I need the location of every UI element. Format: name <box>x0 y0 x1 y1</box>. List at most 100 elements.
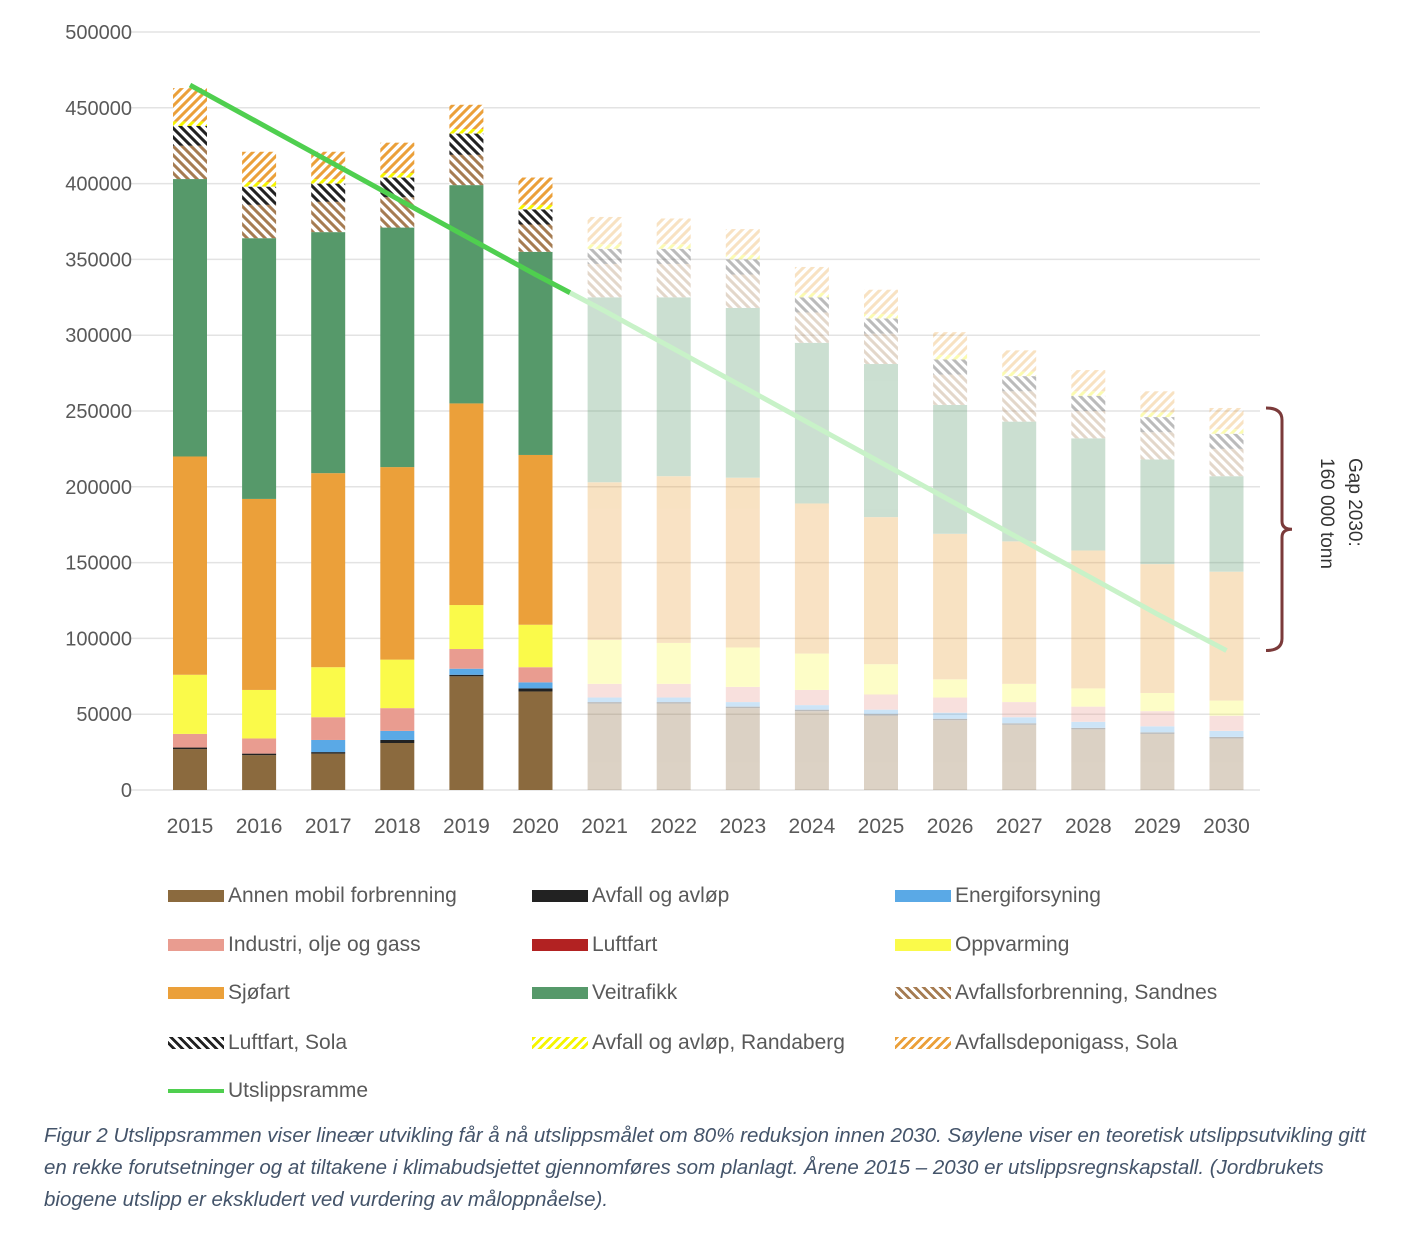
bar-segment <box>242 498 277 690</box>
bar-segment <box>1002 702 1037 718</box>
bar-segment <box>380 467 415 660</box>
bar-segment <box>311 753 346 790</box>
bar-segment <box>1140 692 1175 712</box>
x-tick-label: 2017 <box>305 815 352 838</box>
y-tick-label: 450000 <box>65 98 132 120</box>
bar-segment <box>173 145 207 180</box>
bar-segment <box>656 702 691 704</box>
legend-item: Avfallsforbrenning, Sandnes <box>895 981 1217 1005</box>
legend-swatch-icon <box>168 987 224 999</box>
legend-item: Oppvarming <box>895 933 1069 957</box>
bar-segment <box>725 708 760 790</box>
x-tick-label: 2021 <box>581 815 628 838</box>
bar-segment <box>864 517 898 665</box>
bar-segment <box>1071 391 1106 396</box>
bar-segment <box>1002 421 1037 542</box>
bar-segment <box>725 259 760 275</box>
bar-segment <box>1071 706 1106 722</box>
bar-segment <box>518 204 553 210</box>
bar-segment <box>380 739 415 744</box>
bar-segment <box>518 224 553 252</box>
bar-segment <box>933 404 968 534</box>
legend-label: Utslippsramme <box>228 1079 369 1102</box>
bar-segment <box>173 179 207 457</box>
bar-segment <box>864 318 898 334</box>
bar-segment <box>933 533 968 680</box>
bar-segment <box>933 354 968 360</box>
legend-label: Luftfart, Sola <box>228 1031 348 1054</box>
bar-segment <box>1002 371 1037 377</box>
legend-item: Avfall og avløp <box>532 884 729 908</box>
bar-segment <box>518 682 553 689</box>
bar-segment <box>1071 727 1106 730</box>
x-tick-label: 2020 <box>512 815 559 838</box>
bar-segment <box>1140 732 1175 734</box>
bar-segment <box>173 125 207 146</box>
legend-item: Industri, olje og gass <box>168 933 421 957</box>
legend-swatch-icon <box>168 1037 224 1049</box>
legend-label: Avfallsdeponigass, Sola <box>955 1031 1178 1054</box>
bar-segment <box>449 104 484 130</box>
bar-2015 <box>173 88 207 790</box>
x-tick-label: 2028 <box>1065 815 1112 838</box>
legend-swatch-icon <box>532 987 588 999</box>
gap-bracket <box>1265 406 1293 653</box>
legend-label: Avfallsforbrenning, Sandnes <box>955 981 1218 1004</box>
bar-segment <box>725 274 760 308</box>
x-tick-label: 2024 <box>789 815 836 838</box>
bar-segment <box>933 679 968 698</box>
x-tick-label: 2016 <box>236 815 283 838</box>
y-tick-label: 400000 <box>65 174 132 196</box>
bar-segment <box>449 185 484 404</box>
bar-segment <box>1002 350 1037 372</box>
y-tick-label: 100000 <box>65 628 132 650</box>
legend-swatch-icon <box>895 1037 951 1049</box>
bar-segment <box>794 705 829 710</box>
bar-segment <box>656 642 691 684</box>
bar-segment <box>1140 432 1175 460</box>
bar-segment <box>1209 730 1244 737</box>
x-tick-label: 2030 <box>1203 815 1250 838</box>
x-tick-label: 2015 <box>167 815 214 838</box>
x-tick-label: 2018 <box>374 815 421 838</box>
bar-segment <box>242 204 277 239</box>
bar-segment <box>1071 370 1106 392</box>
legend-item: Annen mobil forbrenning <box>168 884 457 908</box>
bar-segment <box>1209 429 1244 434</box>
x-tick-label: 2023 <box>719 815 766 838</box>
y-tick-label: 0 <box>121 780 132 802</box>
bar-segment <box>864 694 898 710</box>
bar-2030 <box>1209 407 1244 790</box>
bar-segment <box>518 177 553 205</box>
bar-segment <box>1071 721 1106 728</box>
legend-label: Industri, olje og gass <box>228 933 421 956</box>
bar-segment <box>1209 715 1244 731</box>
bar-segment <box>1140 711 1175 727</box>
bar-segment <box>587 297 622 483</box>
bar-segment <box>794 292 829 298</box>
bar-segment <box>587 703 622 790</box>
bar-segment <box>864 289 898 314</box>
legend-label: Annen mobil forbrenning <box>228 884 457 907</box>
bar-segment <box>794 297 829 313</box>
bar-segment <box>656 703 691 790</box>
bar-segment <box>864 664 898 695</box>
bar-segment <box>794 689 829 706</box>
bar-segment <box>1140 417 1175 433</box>
bar-segment <box>933 720 968 790</box>
bar-segment <box>933 332 968 355</box>
legend-swatch-icon <box>532 1037 588 1049</box>
legend-item: Luftfart <box>532 933 657 957</box>
bar-segment <box>587 216 622 245</box>
bar-2022 <box>656 218 691 790</box>
bar-2024 <box>794 266 829 790</box>
legend-swatch-icon <box>532 890 588 902</box>
bar-segment <box>1209 476 1244 572</box>
bar-segment <box>380 659 415 709</box>
legend-item: Veitrafikk <box>532 981 677 1005</box>
bar-segment <box>449 129 484 134</box>
bar-segment <box>380 142 415 173</box>
y-tick-label: 250000 <box>65 401 132 423</box>
bar-segment <box>587 244 622 249</box>
legend-item: Avfallsdeponigass, Sola <box>895 1031 1178 1055</box>
